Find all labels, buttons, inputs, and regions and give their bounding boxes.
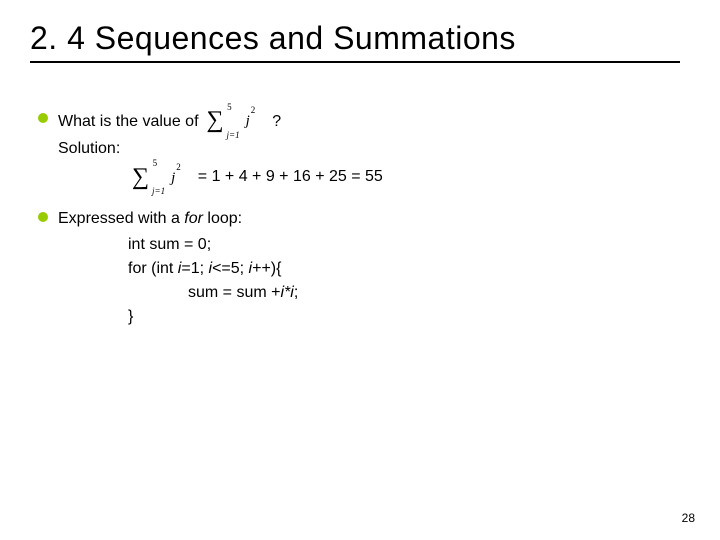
sigma-upper: 5	[227, 101, 232, 115]
question-mark: ?	[272, 110, 281, 134]
sigma-term-2: j2	[171, 168, 180, 187]
code-line-1: int sum = 0;	[128, 233, 298, 257]
bullet-2: Expressed with a for loop: int sum = 0; …	[38, 207, 690, 329]
c3a: sum = sum +	[188, 284, 280, 301]
slide: 2. 4 Sequences and Summations What is th…	[0, 0, 720, 540]
c2e: <=5;	[212, 260, 248, 277]
slide-content: What is the value of ∑ 5 j=1 j2 ? Soluti…	[30, 108, 690, 329]
for-loop-intro: Expressed with a for loop:	[58, 207, 298, 231]
c2c: =1;	[181, 260, 208, 277]
bullet-1-body: What is the value of ∑ 5 j=1 j2 ? Soluti…	[58, 108, 281, 161]
code-block: int sum = 0; for (int i=1; i<=5; i++){ s…	[128, 233, 298, 329]
sigma-symbol-2: ∑	[132, 164, 149, 190]
sigma-upper-2: 5	[153, 158, 158, 168]
slide-title: 2. 4 Sequences and Summations	[30, 20, 680, 57]
bullet-1: What is the value of ∑ 5 j=1 j2 ? Soluti…	[38, 108, 690, 161]
c3c: ;	[294, 284, 298, 301]
bullet-2-body: Expressed with a for loop: int sum = 0; …	[58, 207, 298, 329]
sigma-term-base-2: j	[171, 170, 175, 186]
title-underline: 2. 4 Sequences and Summations	[30, 20, 680, 63]
code-line-4: }	[128, 305, 298, 329]
bullet-dot-icon-2	[38, 212, 48, 222]
sigma-expression-1: ∑ 5 j=1 j2	[207, 108, 255, 135]
question-line: What is the value of ∑ 5 j=1 j2 ?	[58, 108, 281, 135]
expansion-text: = 1 + 4 + 9 + 16 + 25 = 55	[198, 168, 383, 186]
sigma-term: j2	[246, 110, 255, 133]
question-lead: What is the value of	[58, 110, 199, 134]
intro-b: loop:	[203, 210, 242, 227]
code-line-3: sum = sum +i*i;	[188, 281, 298, 305]
sigma-symbol: ∑	[207, 107, 224, 133]
sigma-expression-2: ∑ 5 j=1 j2	[132, 165, 180, 189]
code-line-2: for (int i=1; i<=5; i++){	[128, 257, 298, 281]
sigma-lower-2: j=1	[152, 186, 165, 196]
intro-a: Expressed with a	[58, 210, 184, 227]
bullet-dot-icon	[38, 113, 48, 123]
page-number: 28	[682, 511, 695, 525]
intro-for: for	[184, 210, 203, 227]
sigma-lower: j=1	[227, 129, 240, 143]
sigma-term-exp: 2	[251, 105, 256, 115]
sigma-term-exp-2: 2	[176, 162, 181, 172]
solution-label: Solution:	[58, 137, 281, 161]
sigma-term-base: j	[246, 113, 250, 129]
solution-expansion-line: ∑ 5 j=1 j2 = 1 + 4 + 9 + 16 + 25 = 55	[128, 165, 690, 189]
c3b: i*i	[280, 284, 293, 301]
c2a: for (int	[128, 260, 178, 277]
c2g: ++){	[252, 260, 281, 277]
